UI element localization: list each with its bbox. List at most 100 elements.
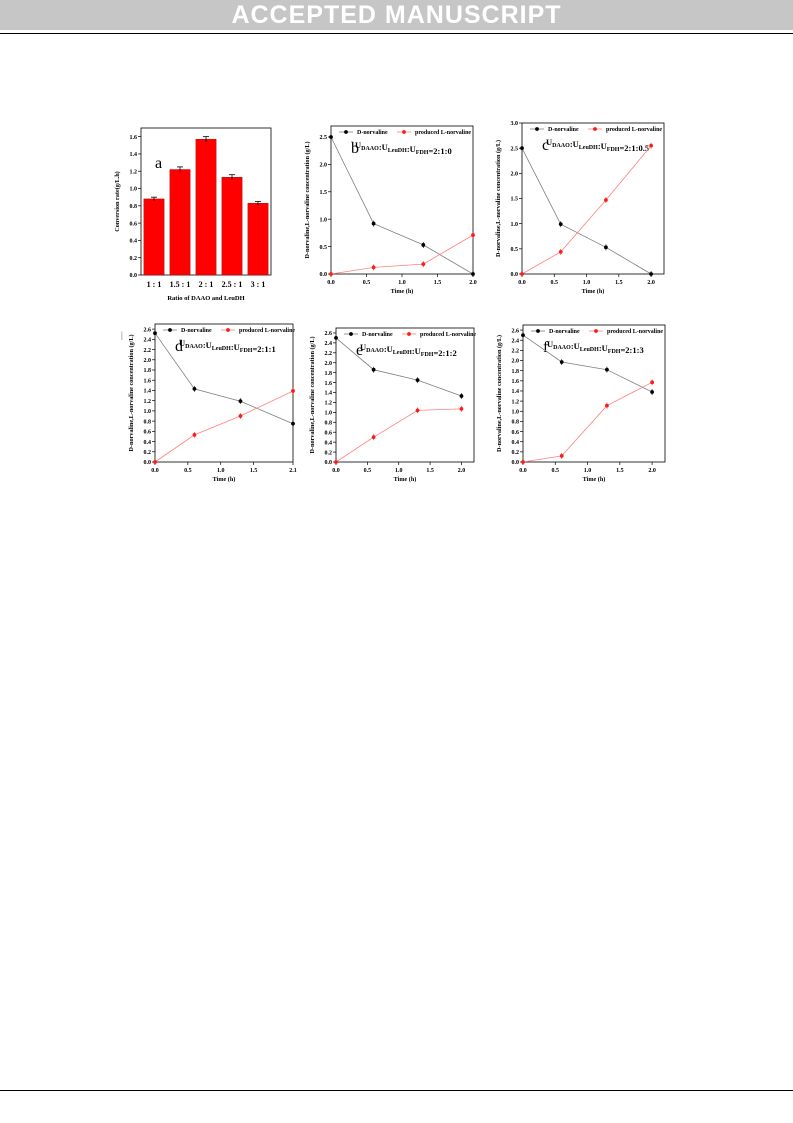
bar-0 <box>143 198 165 276</box>
data-point-l-c <box>649 143 653 148</box>
legend-text-d-f: D-norvaline <box>549 329 580 335</box>
legend-marker-d-c <box>535 127 539 131</box>
x-tick-label-f: 0.0 <box>519 468 527 474</box>
y-tick-label-b: 1.5 <box>320 190 328 196</box>
y-tick-label-d: 0.8 <box>144 419 152 425</box>
y-tick-label-c: 2.0 <box>511 172 519 178</box>
x-tick-label-c: 0.0 <box>518 280 526 286</box>
y-tick-label-f: 0.2 <box>512 450 520 456</box>
y-tick-label-c: 3.0 <box>511 121 519 127</box>
y-tick-label-f: 1.4 <box>512 389 520 395</box>
data-point-l-b <box>421 262 426 267</box>
bar-4 <box>247 203 269 276</box>
y-tick-label-d: 2.4 <box>144 338 152 344</box>
category-label-2: 2 : 1 <box>199 280 214 289</box>
data-point-l-d <box>291 389 295 393</box>
panel-label-d: d <box>175 338 183 355</box>
x-tick-label-e: 1.0 <box>395 468 403 474</box>
data-point-d-f <box>605 367 609 372</box>
legend-text-d-e: D-norvaline <box>362 332 393 338</box>
y-tick-label-f: 1.6 <box>512 379 520 385</box>
header-rule <box>0 33 793 34</box>
y-axis-label-b: D-norvaline,L-norvaline concentration (g… <box>304 141 311 258</box>
x-tick-label-f: 2.0 <box>648 468 656 474</box>
panel-label-e: e <box>356 342 363 359</box>
bar-1 <box>169 169 191 276</box>
legend-text-l-e: produced L-norvaline <box>420 332 476 338</box>
data-point-d-c <box>558 222 563 227</box>
series-line-d-e <box>335 337 462 397</box>
x-tick-label-c: 1.5 <box>615 280 623 286</box>
chart-c: 0.0 0.5 1.0 1.5 2.0 2.5 3.0 D-norvaline,L-norva… <box>495 121 665 295</box>
legend-marker-d-b <box>344 130 348 134</box>
y-tick-label-e: 0.2 <box>325 450 333 456</box>
x-axis-label-d: Time (h) <box>213 476 236 483</box>
y-tick-label-e: 1.8 <box>325 371 333 377</box>
data-point-d-f <box>650 390 654 394</box>
legend-text-d-c: D-norvaline <box>548 127 579 133</box>
data-point-l-b <box>371 265 376 270</box>
data-point-d-c <box>604 245 608 250</box>
data-point-d-d <box>291 421 295 426</box>
y-tick-label-f: 1.8 <box>512 369 520 375</box>
x-tick-label-b: 0.0 <box>327 280 335 286</box>
panel-label-c: c <box>542 137 549 154</box>
chart-d: 0.0 0.2 0.4 0.6 0.8 1.0 1.2 1.4 1.6 1.8 2.0 2.2 2.4 2… <box>128 323 297 483</box>
x-tick-label-d: 0.0 <box>151 468 159 474</box>
x-tick-label-f: 1.0 <box>584 468 592 474</box>
legend-text-l-b: produced L-norvaline <box>415 130 471 136</box>
category-label-1: 1.5 : 1 <box>170 280 191 289</box>
y-tick-label-f: 1.2 <box>512 399 520 405</box>
y-axis-label-c: D-norvaline,L-norvaline concentration (g… <box>495 140 502 257</box>
ratio-label-d: UDAAO:ULeuDH:UFDH=2:1:1 <box>179 338 276 354</box>
panel-label-b: b <box>351 140 359 157</box>
data-point-l-e <box>334 460 338 464</box>
series-line-d-f <box>522 334 653 393</box>
y-tick-label-a: 0.0 <box>130 273 138 279</box>
series-line-d-d <box>154 332 294 425</box>
data-point-l-f <box>521 460 525 464</box>
series-line-l-e <box>335 408 462 463</box>
chart-f: 0.0 0.2 0.4 0.6 0.8 1.0 1.2 1.4 1.6 1.8 2.0 2.2 2.4 2… <box>496 324 666 483</box>
x-tick-label-f: 0.5 <box>552 468 560 474</box>
y-tick-label-d: 2.6 <box>144 327 152 333</box>
data-point-d-c <box>649 272 653 276</box>
data-point-d-b <box>371 221 376 226</box>
plot-frame-e <box>335 327 475 463</box>
data-point-d-b <box>421 243 426 247</box>
series-line-d-b <box>330 136 474 275</box>
bar-3 <box>221 177 243 276</box>
y-tick-label-d: 1.6 <box>144 378 152 384</box>
y-tick-label-e: 1.6 <box>325 381 333 387</box>
data-point-d-f <box>559 360 564 364</box>
data-point-d-e <box>415 378 420 383</box>
y-tick-label-c: 1.0 <box>511 222 519 228</box>
chart-b: 0.0 0.5 1.0 1.5 2.0 2.5 D-norvaline,L-norvalin… <box>304 125 477 295</box>
x-axis-label-c: Time (h) <box>582 288 605 295</box>
y-axis-label-d: D-norvaline,L-norvaline concentration (g… <box>128 334 135 451</box>
x-tick-label-f: 1.5 <box>616 468 624 474</box>
y-tick-label-a: 1.4 <box>130 152 138 158</box>
y-tick-label-e: 1.2 <box>325 401 333 407</box>
y-tick-label-e: 2.0 <box>325 361 333 367</box>
data-point-d-d <box>238 399 243 404</box>
x-tick-label-c: 1.0 <box>583 280 591 286</box>
y-tick-label-a: 1.0 <box>130 187 138 193</box>
data-point-d-d <box>153 331 157 336</box>
y-tick-label-a: 0.4 <box>130 239 138 245</box>
y-tick-label-e: 1.0 <box>325 411 333 417</box>
x-tick-label-d: 0.5 <box>184 468 192 474</box>
data-point-l-b <box>329 272 333 276</box>
y-tick-label-b: 0.5 <box>320 245 328 251</box>
x-tick-label-e: 0.5 <box>364 468 372 474</box>
series-line-d-c <box>521 148 652 275</box>
data-point-d-b <box>471 272 475 276</box>
bar-2 <box>195 139 217 276</box>
legend-text-d-b: D-norvaline <box>357 130 388 136</box>
data-point-l-d <box>192 433 197 437</box>
accepted-manuscript-banner: ACCEPTED MANUSCRIPT <box>0 0 793 30</box>
y-tick-label-b: 2.5 <box>320 135 328 141</box>
y-tick-label-f: 2.6 <box>512 328 520 334</box>
y-tick-label-d: 1.8 <box>144 368 152 374</box>
